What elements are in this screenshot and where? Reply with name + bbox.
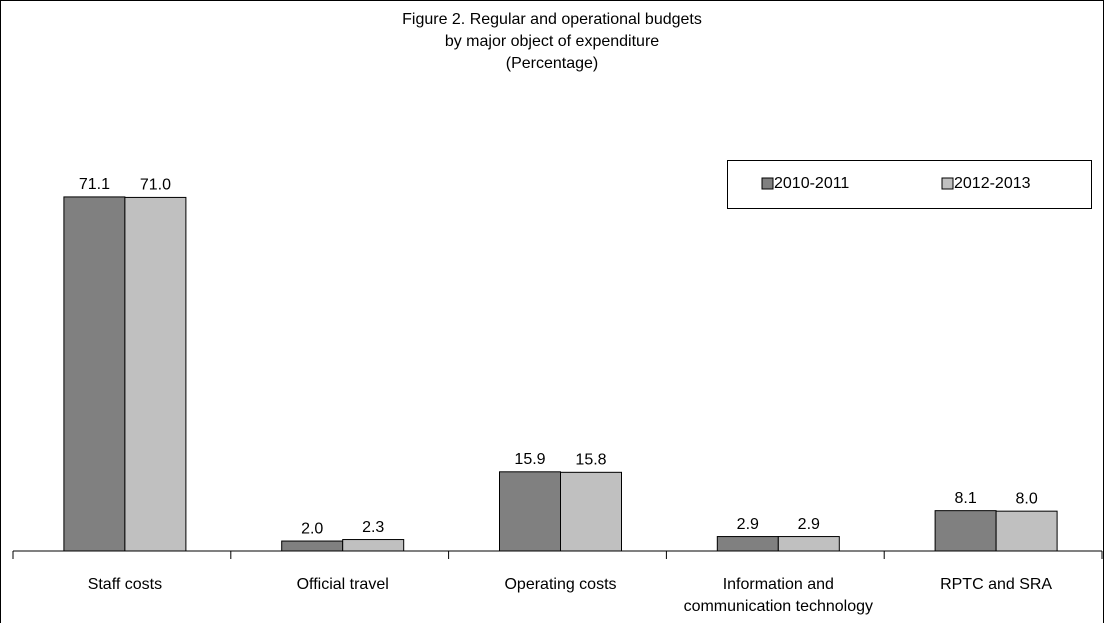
value-label: 15.9 [514,451,545,468]
x-tick-label: Official travel [296,576,389,593]
bar [995,510,1058,552]
chart-title: (Percentage) [506,55,599,72]
bar [560,471,622,552]
x-tick-label: RPTC and SRA [940,576,1053,593]
bar [124,196,187,552]
chart-title: Figure 2. Regular and operational budget… [402,11,702,28]
value-label: 2.3 [362,519,384,536]
chart-title: by major object of expenditure [445,33,659,50]
bar [716,536,779,552]
legend-label: 2012-2013 [954,175,1031,192]
legend-label: 2010-2011 [774,175,849,192]
value-label: 8.0 [1015,490,1037,507]
value-label: 2.9 [798,516,820,533]
x-tick-label: Staff costs [87,576,163,593]
bar [63,196,126,552]
bar [777,536,840,552]
value-label: 71.1 [79,176,110,193]
value-label: 15.8 [575,452,606,469]
legend-swatch [941,177,954,190]
bar [281,540,344,552]
legend-box [727,160,1092,209]
bar [342,539,405,552]
x-tick-label: Information and communication technology [683,576,874,615]
value-label: 8.1 [954,490,976,507]
value-label: 71.0 [140,177,171,194]
legend-swatch [761,177,774,190]
bar [934,510,997,552]
value-label: 2.9 [737,516,759,533]
x-tick-label: Operating costs [504,576,617,593]
bar [499,471,561,552]
value-label: 2.0 [301,520,323,537]
